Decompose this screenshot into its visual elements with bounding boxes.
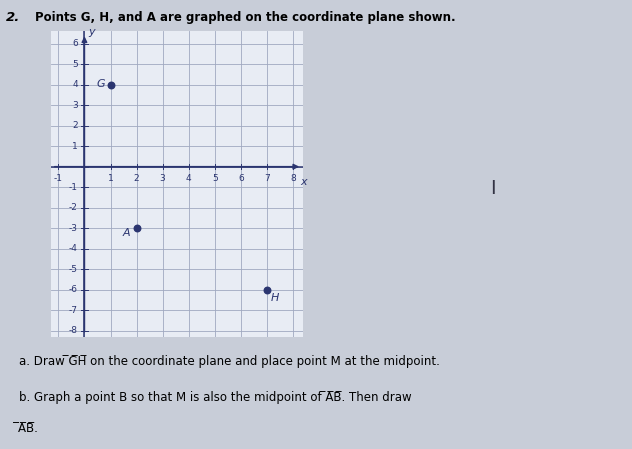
Point: [131, 224, 142, 232]
Text: G: G: [96, 79, 105, 89]
Text: 2: 2: [134, 174, 140, 183]
Text: b. Graph a point B so that M is also the midpoint of ̅A̅B̅. Then draw: b. Graph a point B so that M is also the…: [19, 391, 411, 404]
Text: -1: -1: [69, 183, 78, 192]
Text: y: y: [88, 27, 95, 37]
Text: 4: 4: [72, 80, 78, 89]
Text: Points G, H, and A are graphed on the coordinate plane shown.: Points G, H, and A are graphed on the co…: [35, 11, 456, 24]
Text: ̅A̅B̅.: ̅A̅B̅.: [19, 422, 39, 435]
Text: -6: -6: [69, 285, 78, 294]
Text: 2: 2: [72, 121, 78, 130]
Text: 3: 3: [72, 101, 78, 110]
Text: -5: -5: [69, 264, 78, 273]
Point: [262, 286, 272, 293]
Text: 8: 8: [290, 174, 296, 183]
Text: I: I: [490, 179, 495, 198]
Text: x: x: [300, 177, 307, 187]
Text: 1: 1: [72, 142, 78, 151]
Text: 2.: 2.: [6, 11, 21, 24]
Text: 6: 6: [72, 39, 78, 48]
Text: A: A: [122, 229, 130, 238]
Text: -2: -2: [69, 203, 78, 212]
Text: 5: 5: [212, 174, 217, 183]
Text: 4: 4: [186, 174, 191, 183]
Text: H: H: [270, 293, 279, 303]
Text: 6: 6: [238, 174, 244, 183]
Text: -1: -1: [54, 174, 63, 183]
Text: 5: 5: [72, 60, 78, 69]
Point: [106, 81, 116, 88]
Text: 3: 3: [160, 174, 166, 183]
Text: 1: 1: [107, 174, 113, 183]
Text: -4: -4: [69, 244, 78, 253]
Text: -3: -3: [69, 224, 78, 233]
Text: a. Draw ̅G̅H̅ on the coordinate plane and place point M at the midpoint.: a. Draw ̅G̅H̅ on the coordinate plane an…: [19, 355, 440, 368]
Text: -8: -8: [69, 326, 78, 335]
Text: -7: -7: [69, 306, 78, 315]
Text: 7: 7: [264, 174, 270, 183]
